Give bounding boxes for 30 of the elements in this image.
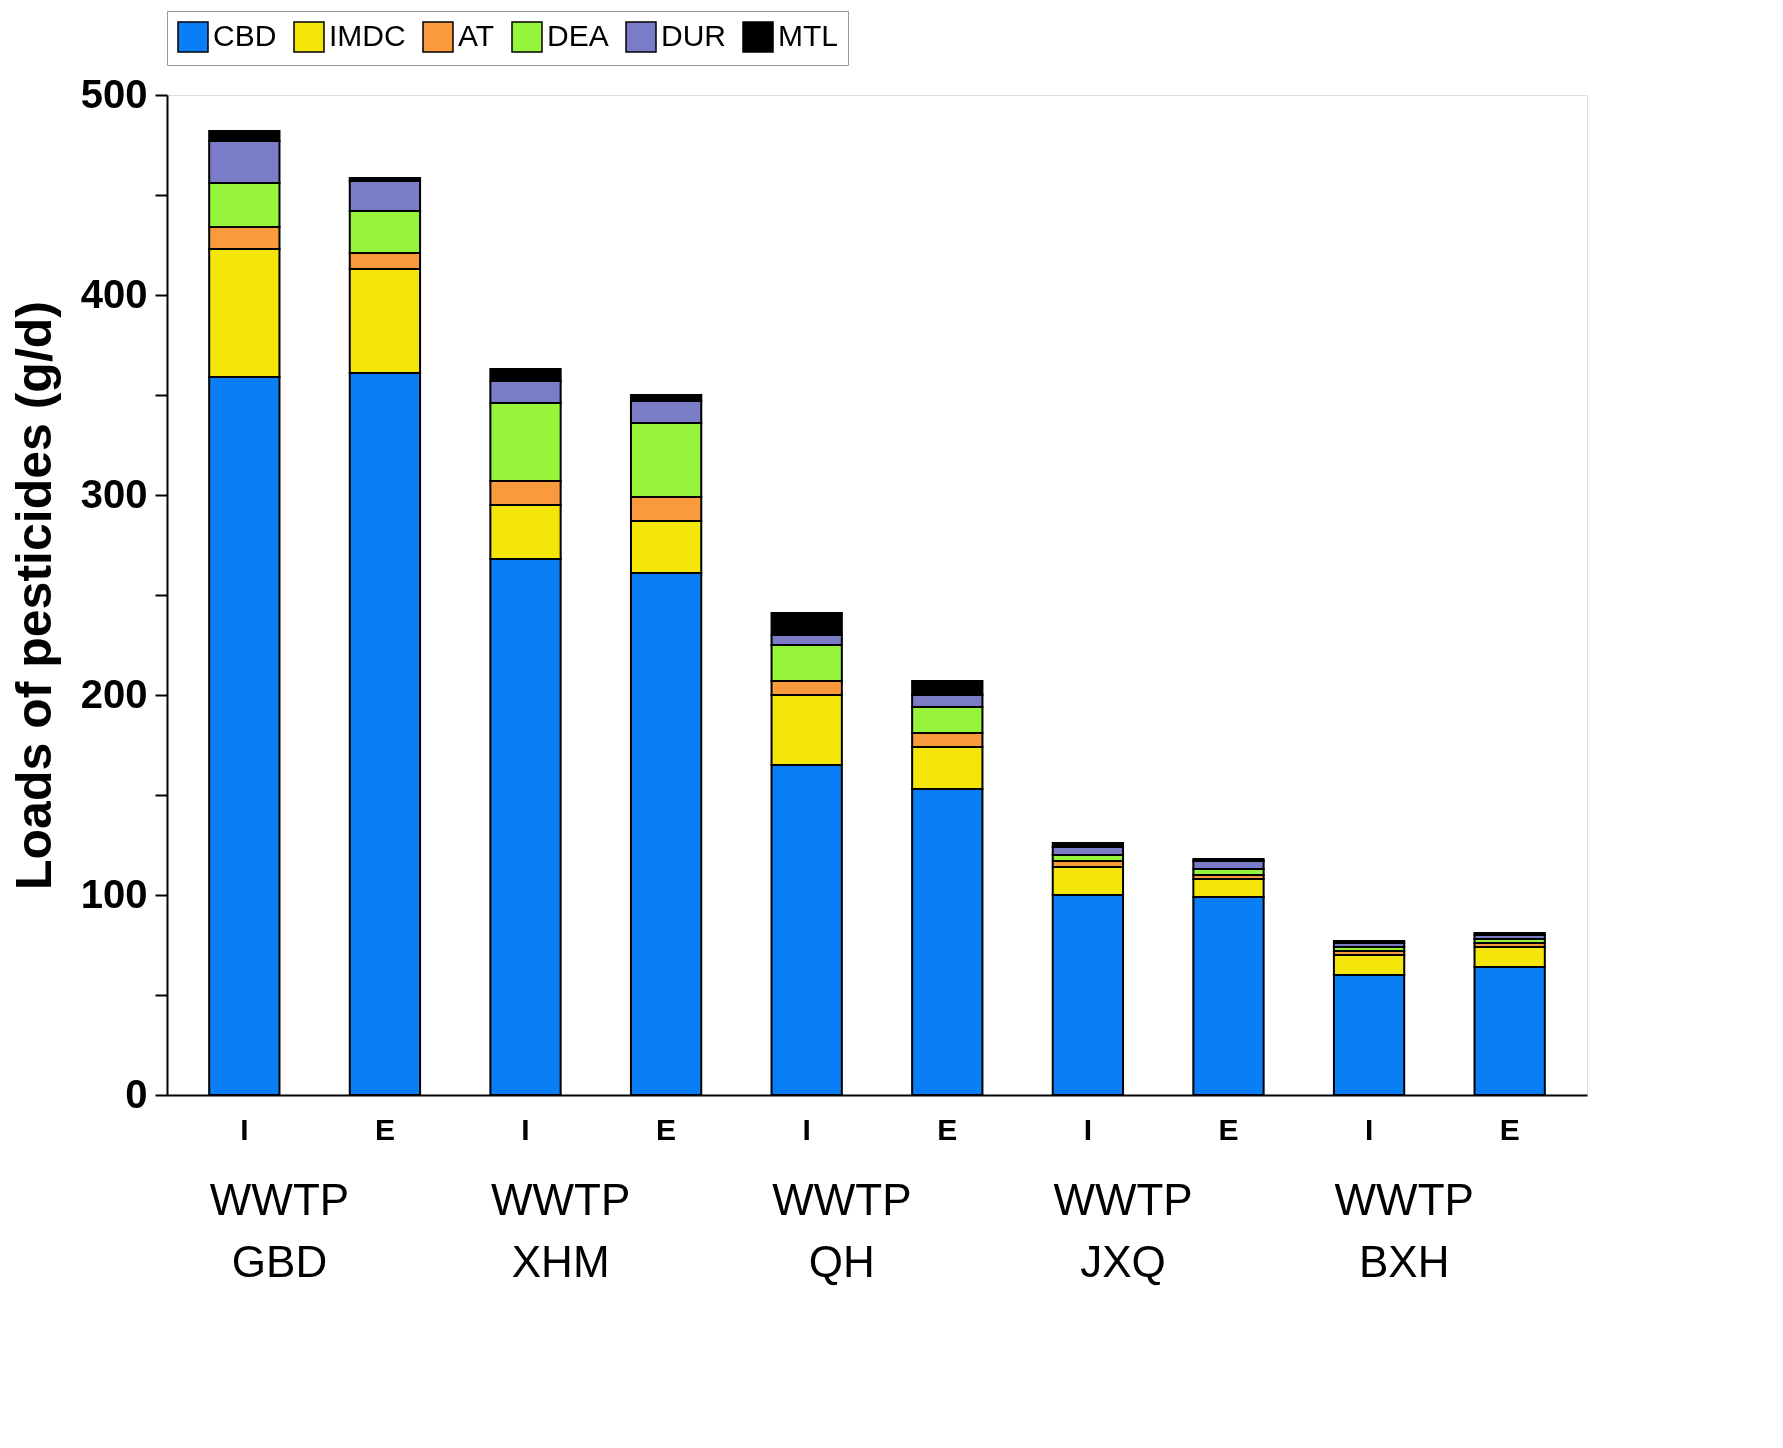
x-tick-label: I: [521, 1112, 530, 1146]
text: WWTP JXQ: [1053, 1175, 1193, 1286]
x-tick-label: E: [1499, 1112, 1520, 1146]
legend-label: DEA: [547, 19, 609, 52]
x-tick-label: E: [656, 1112, 677, 1146]
legend-label: CBD: [213, 19, 277, 52]
x-tick-label: I: [240, 1112, 249, 1146]
y-tick-label: 100: [80, 871, 148, 916]
y-tick-label: 200: [80, 671, 148, 716]
bar: [1473, 932, 1546, 936]
x-tick-label: E: [374, 1112, 395, 1146]
legend-label: AT: [458, 19, 495, 52]
x-tick-label: E: [1218, 1112, 1239, 1146]
bar: [1332, 940, 1406, 944]
y-tick-label: 400: [80, 271, 148, 316]
legend-label: IMDC: [329, 19, 406, 52]
text: WWTP QH: [772, 1175, 912, 1286]
x-tick-label: E: [937, 1112, 958, 1146]
y-tick-label: 500: [80, 71, 148, 116]
x-tick-label: I: [1364, 1112, 1374, 1146]
x-tick-label: I: [1083, 1112, 1093, 1146]
y-tick-label: 0: [125, 1071, 148, 1116]
text: WWTP GBD: [209, 1175, 350, 1286]
text: WWTP BXH: [1334, 1175, 1474, 1286]
y-axis-title: Loads of pesticides (g/d): [5, 301, 62, 890]
text: WWTP XHM: [491, 1175, 631, 1286]
legend-label: DUR: [661, 19, 726, 52]
legend-label: MTL: [778, 19, 838, 52]
y-tick-label: 300: [80, 471, 148, 516]
x-tick-label: I: [802, 1112, 811, 1146]
